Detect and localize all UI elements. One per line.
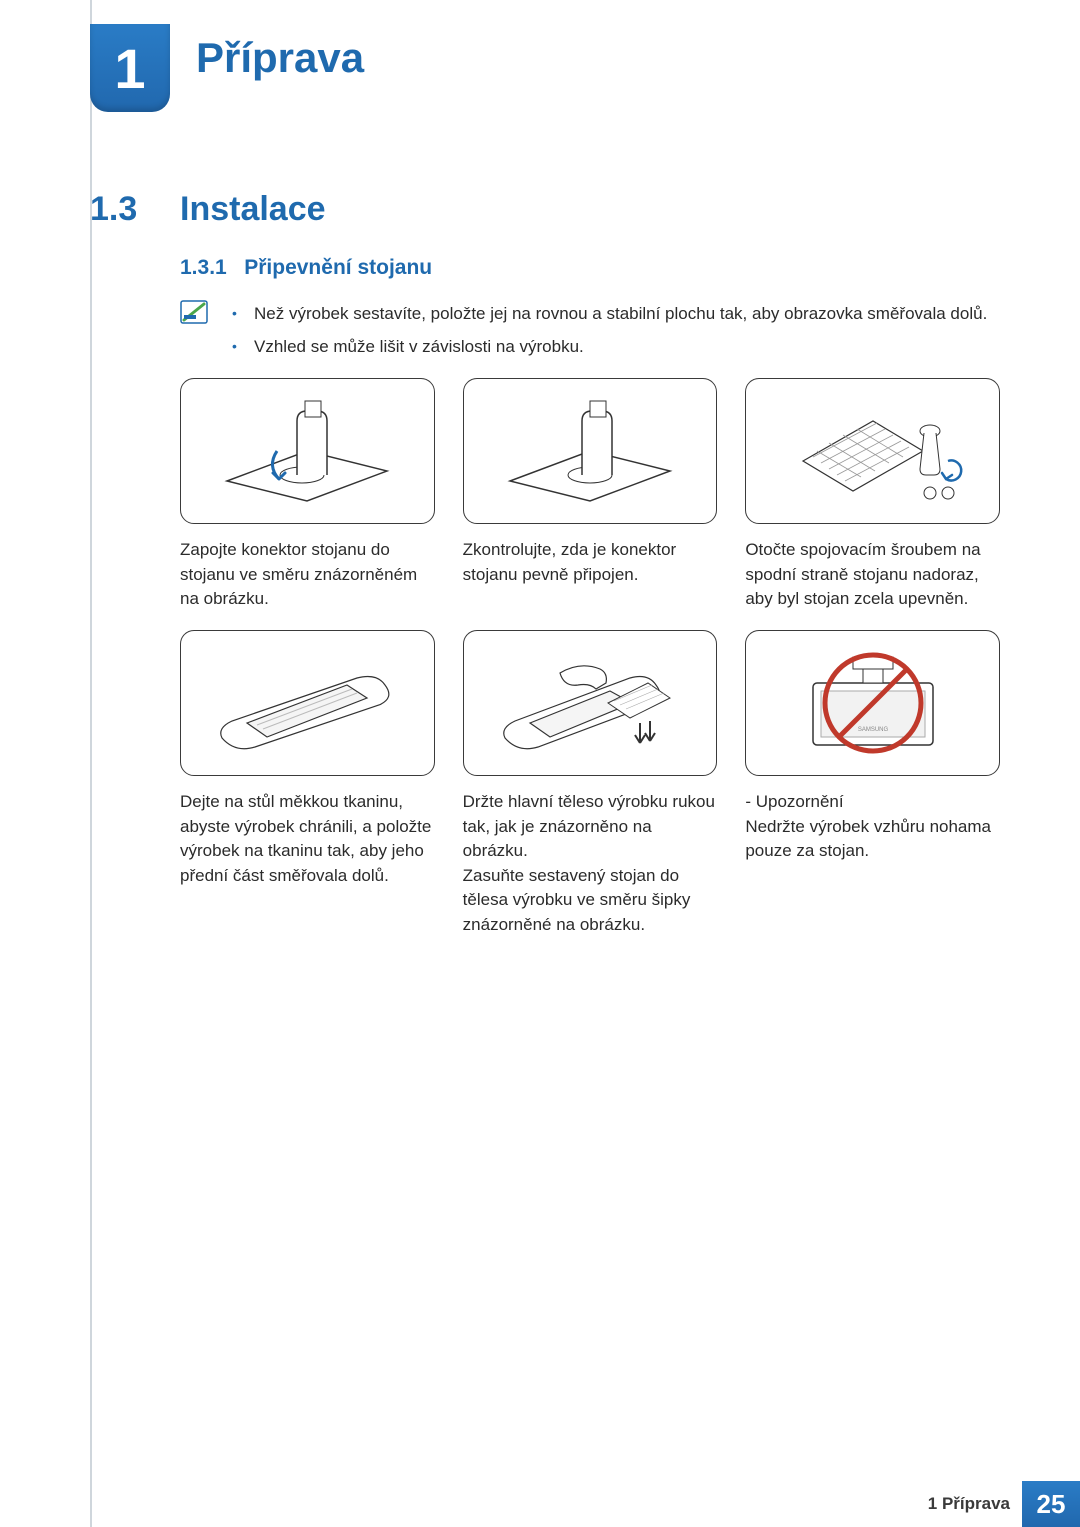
note-icon [180, 300, 208, 324]
chapter-title: Příprava [196, 34, 364, 82]
note-list: Než výrobek sestavíte, položte jej na ro… [232, 300, 987, 366]
step-cell: Zkontrolujte, zda je konektor stojanu pe… [463, 378, 718, 612]
svg-text:SAMSUNG: SAMSUNG [857, 727, 888, 733]
step-cell: SAMSUNG - Upozornění Nedržte výrobek vzh… [745, 630, 1000, 938]
section-title: Instalace [180, 190, 326, 229]
step-caption: Dejte na stůl měkkou tkaninu, abyste výr… [180, 790, 435, 889]
step-illustration [180, 630, 435, 776]
left-margin-rule [90, 0, 92, 1527]
page-footer: 1 Příprava 25 [928, 1481, 1080, 1527]
chapter-tab: 1 [90, 24, 170, 112]
step-caption: Držte hlavní těleso výrobku rukou tak, j… [463, 790, 718, 938]
subsection-number: 1.3.1 [180, 256, 227, 279]
chapter-number: 1 [114, 36, 145, 101]
step-illustration [463, 378, 718, 524]
section-heading: 1.3 Instalace [90, 190, 326, 229]
step-caption: - Upozornění Nedržte výrobek vzhůru noha… [745, 790, 1000, 864]
step-caption: Zkontrolujte, zda je konektor stojanu pe… [463, 538, 718, 587]
step-cell: Dejte na stůl měkkou tkaninu, abyste výr… [180, 630, 435, 938]
footer-chapter-label: 1 Příprava [928, 1494, 1010, 1514]
step-cell: Otočte spojovacím šroubem na spodní stra… [745, 378, 1000, 612]
step-caption: Zapojte konektor stojanu do stojanu ve s… [180, 538, 435, 612]
footer-page-number: 25 [1022, 1481, 1080, 1527]
steps-grid: Zapojte konektor stojanu do stojanu ve s… [180, 378, 1000, 938]
subsection-title: Připevnění stojanu [244, 256, 432, 279]
step-illustration [745, 378, 1000, 524]
step-illustration [463, 630, 718, 776]
section-number: 1.3 [90, 190, 180, 229]
note-block: Než výrobek sestavíte, položte jej na ro… [180, 300, 987, 366]
note-item: Než výrobek sestavíte, položte jej na ro… [232, 300, 987, 327]
step-cell: Držte hlavní těleso výrobku rukou tak, j… [463, 630, 718, 938]
step-illustration [180, 378, 435, 524]
subsection-heading: 1.3.1 Připevnění stojanu [180, 256, 432, 280]
step-illustration: SAMSUNG [745, 630, 1000, 776]
step-caption: Otočte spojovacím šroubem na spodní stra… [745, 538, 1000, 612]
note-item: Vzhled se může lišit v závislosti na výr… [232, 333, 987, 360]
step-cell: Zapojte konektor stojanu do stojanu ve s… [180, 378, 435, 612]
